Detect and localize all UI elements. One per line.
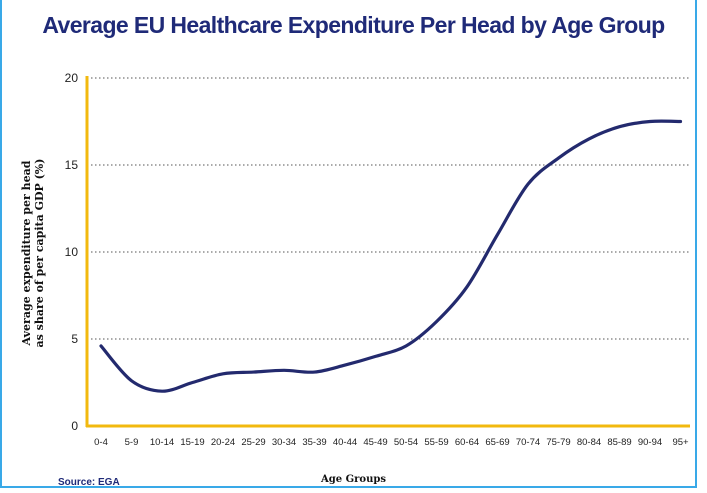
- chart-frame: [0, 0, 697, 488]
- x-tick-label-65-69: 65-69: [485, 437, 509, 448]
- x-tick-label-10-14: 10-14: [150, 437, 174, 448]
- x-tick-label-45-49: 45-49: [363, 437, 387, 448]
- y-tick-label-0: 0: [71, 419, 78, 433]
- x-tick-label-35-39: 35-39: [302, 437, 326, 448]
- source-note: Source: EGA: [58, 477, 120, 488]
- x-axis-label: Age Groups: [321, 474, 386, 485]
- x-tick-label-80-84: 80-84: [577, 437, 601, 448]
- x-tick-label-70-74: 70-74: [516, 437, 540, 448]
- x-tick-label-85-89: 85-89: [607, 437, 631, 448]
- x-tick-label-50-54: 50-54: [394, 437, 418, 448]
- x-tick-label-30-34: 30-34: [272, 437, 296, 448]
- chart-title: Average EU Healthcare Expenditure Per He…: [42, 12, 665, 38]
- series-line-0: [99, 119, 683, 393]
- x-tick-label-60-64: 60-64: [455, 437, 479, 448]
- x-tick-label-40-44: 40-44: [333, 437, 357, 448]
- x-tick-label-5-9: 5-9: [125, 437, 139, 448]
- x-tick-label-20-24: 20-24: [211, 437, 235, 448]
- x-tick-label-55-59: 55-59: [424, 437, 448, 448]
- y-tick-label-10: 10: [65, 245, 79, 259]
- x-tick-label-90-94: 90-94: [638, 437, 662, 448]
- x-tick-label-25-29: 25-29: [241, 437, 265, 448]
- x-tick-label-0-4: 0-4: [94, 437, 108, 448]
- x-tick-label-15-19: 15-19: [180, 437, 204, 448]
- y-tick-label-5: 5: [71, 332, 78, 346]
- y-tick-label-15: 15: [65, 158, 79, 172]
- x-tick-label-95+: 95+: [672, 437, 689, 448]
- x-tick-label-75-79: 75-79: [546, 437, 570, 448]
- y-tick-label-20: 20: [65, 71, 79, 85]
